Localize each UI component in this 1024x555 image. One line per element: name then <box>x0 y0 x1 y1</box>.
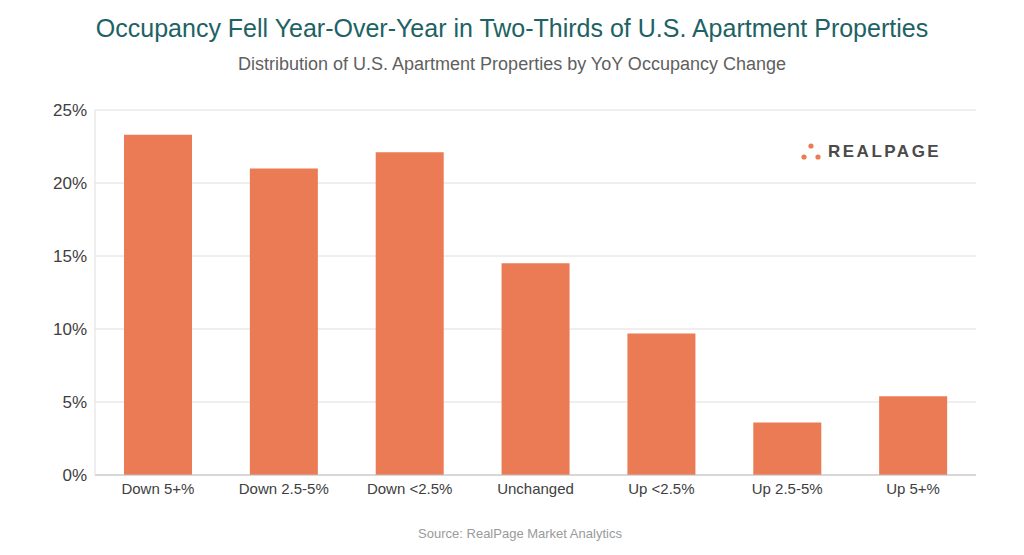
svg-text:25%: 25% <box>53 101 87 120</box>
svg-text:5%: 5% <box>62 393 87 412</box>
svg-text:20%: 20% <box>53 174 87 193</box>
svg-text:Unchanged: Unchanged <box>497 480 574 497</box>
svg-text:Down 2.5-5%: Down 2.5-5% <box>239 480 329 497</box>
html-text:Distribution of U.S. Apartment: Distribution of U.S. Apartment Propertie… <box>238 54 786 74</box>
svg-text:Down <2.5%: Down <2.5% <box>367 480 452 497</box>
html-text:Source: RealPage Market Analyt: Source: RealPage Market Analytics <box>418 526 622 541</box>
html-text:REALPAGE: REALPAGE <box>828 142 942 161</box>
svg-text:Up 2.5-5%: Up 2.5-5% <box>752 480 823 497</box>
html-text:Occupancy Fell Year-Over-Year: Occupancy Fell Year-Over-Year in Two-Thi… <box>95 14 929 42</box>
svg-text:0%: 0% <box>62 466 87 485</box>
svg-text:Up <2.5%: Up <2.5% <box>628 480 694 497</box>
svg-text:Up 5+%: Up 5+% <box>886 480 940 497</box>
svg-text:Down 5+%: Down 5+% <box>121 480 194 497</box>
svg-text:10%: 10% <box>53 320 87 339</box>
svg-text:15%: 15% <box>53 247 87 266</box>
